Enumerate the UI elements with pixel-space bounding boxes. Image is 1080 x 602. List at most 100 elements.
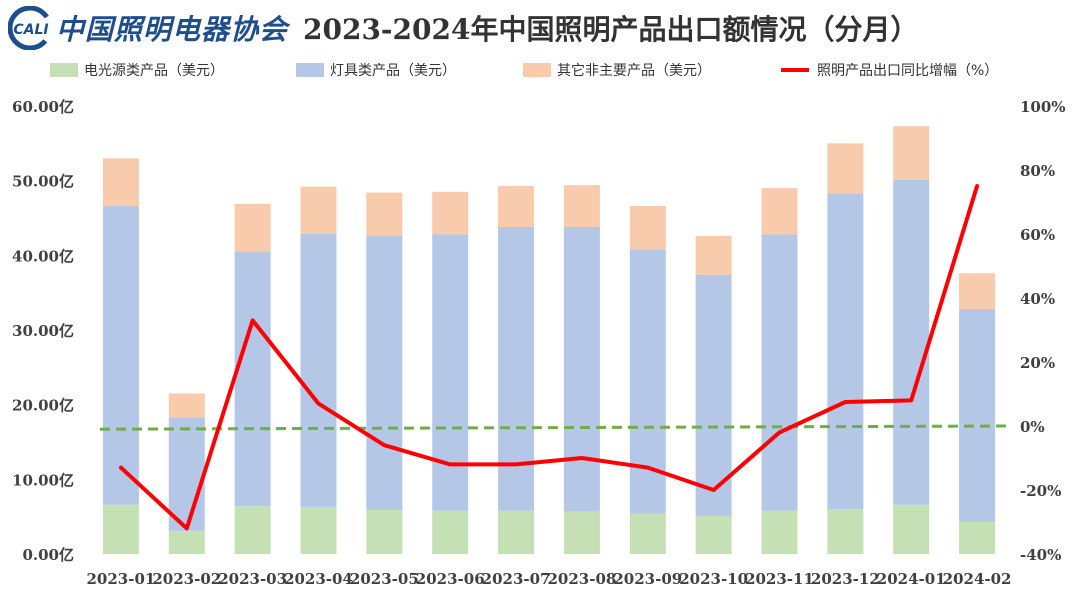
bar-other — [695, 235, 732, 275]
left-axis-tick-label: 10.00亿 — [12, 471, 74, 489]
growth-rate-point — [712, 488, 716, 492]
bar-lamps — [234, 251, 271, 507]
cali-logo-icon: CALI — [8, 6, 52, 50]
left-y-axis: 0.00亿 10.00亿 20.00亿 30.00亿 40.00亿 50.00亿 60.00… — [12, 98, 74, 564]
bar-lamps — [102, 206, 139, 505]
bar-light-source — [563, 511, 600, 554]
legend-label-other: 其它非主要产品（美元） — [557, 63, 711, 79]
legend-label-light-source: 电光源类产品（美元） — [84, 63, 224, 79]
chart-legend: 电光源类产品（美元） 灯具类产品（美元） 其它非主要产品（美元） 照明产品出口同… — [0, 58, 1080, 84]
bar-light-source — [102, 504, 139, 554]
right-axis-tick-label: 40% — [1020, 290, 1055, 308]
right-axis-tick-label: 100% — [1020, 98, 1066, 116]
bar-other — [300, 186, 337, 234]
x-axis-tick-label: 2023-09 — [613, 570, 682, 588]
left-axis-tick-label: 20.00亿 — [12, 397, 74, 415]
x-axis-tick-label: 2023-04 — [284, 570, 353, 588]
bar-other — [102, 158, 139, 207]
bar-light-source — [959, 521, 996, 554]
bar-light-source — [432, 510, 469, 554]
x-axis-tick-label: 2023-01 — [86, 570, 155, 588]
bar-light-source — [234, 506, 271, 554]
legend-swatch-growth — [781, 68, 809, 72]
bar-other — [498, 185, 535, 227]
bar-lamps — [168, 417, 205, 531]
growth-rate-point — [975, 184, 979, 188]
x-axis-tick-label: 2023-11 — [745, 570, 814, 588]
stacked-bar-line-chart: 0.00亿 10.00亿 20.00亿 30.00亿 40.00亿 50.00亿 60.00… — [12, 98, 1066, 588]
bar-light-source — [498, 510, 535, 554]
bar-light-source — [168, 530, 205, 554]
chart-title: 2023-2024年中国照明产品出口额情况（分月） — [303, 13, 919, 46]
bar-light-source — [893, 504, 930, 554]
x-axis-tick-label: 2024-01 — [877, 570, 946, 588]
x-axis-tick-label: 2024-02 — [943, 570, 1012, 588]
x-axis-tick-label: 2023-08 — [547, 570, 616, 588]
growth-rate-line — [118, 184, 980, 531]
x-axis: 2023-012023-022023-032023-042023-052023-… — [86, 570, 1011, 588]
bar-other — [234, 203, 271, 252]
legend-item-growth: 照明产品出口同比增幅（%） — [781, 60, 998, 80]
growth-rate-point — [646, 466, 650, 470]
bar-lamps — [959, 309, 996, 522]
growth-rate-point — [185, 526, 189, 530]
growth-rate-point — [448, 462, 452, 466]
growth-rate-point — [778, 430, 781, 434]
x-axis-tick-label: 2023-06 — [416, 570, 485, 588]
growth-rate-point — [119, 466, 123, 470]
legend-item-other: 其它非主要产品（美元） — [523, 60, 711, 80]
x-axis-tick-label: 2023-12 — [811, 570, 880, 588]
bar-other — [629, 206, 666, 250]
left-axis-tick-label: 30.00亿 — [12, 322, 74, 340]
growth-rate-point — [382, 443, 386, 447]
right-axis-tick-label: 0% — [1020, 418, 1045, 436]
bar-lamps — [695, 274, 732, 516]
bar-lamps — [432, 234, 469, 511]
right-y-axis: -40% -20% 0% 20% 40% 60% 80% 100% — [1020, 98, 1066, 564]
right-axis-tick-label: 60% — [1020, 226, 1055, 244]
bar-other — [366, 192, 403, 236]
left-axis-tick-label: 40.00亿 — [12, 247, 74, 265]
bar-other — [432, 191, 469, 235]
bar-lamps — [893, 179, 930, 505]
bar-lamps — [366, 235, 403, 510]
bar-lamps — [300, 233, 337, 507]
bar-other — [959, 273, 996, 310]
legend-label-lamps: 灯具类产品（美元） — [330, 63, 456, 79]
bar-other — [893, 126, 930, 180]
bar-lamps — [827, 193, 864, 510]
x-axis-tick-label: 2023-10 — [679, 570, 748, 588]
bar-series-group — [102, 126, 996, 554]
bar-light-source — [761, 510, 798, 554]
bar-light-source — [366, 509, 403, 554]
bar-lamps — [629, 249, 666, 514]
right-axis-tick-label: -20% — [1020, 482, 1061, 500]
bar-lamps — [563, 226, 600, 512]
logo-text: CALI — [13, 22, 48, 38]
bar-light-source — [827, 509, 864, 554]
x-axis-tick-label: 2023-07 — [482, 570, 551, 588]
bar-lamps — [761, 234, 798, 511]
right-axis-tick-label: 80% — [1020, 162, 1055, 180]
bar-light-source — [695, 515, 732, 554]
bar-lamps — [498, 226, 535, 511]
left-axis-tick-label: 60.00亿 — [12, 98, 74, 116]
bar-light-source — [629, 513, 666, 554]
growth-line-group — [118, 184, 980, 531]
bar-other — [563, 185, 600, 227]
zero-reference-line — [99, 424, 1009, 431]
growth-rate-point — [843, 400, 847, 404]
left-axis-tick-label: 50.00亿 — [12, 173, 74, 191]
growth-rate-point — [251, 318, 255, 322]
bar-other — [761, 188, 798, 235]
legend-swatch-other — [523, 63, 551, 77]
legend-swatch-lamps — [296, 63, 324, 77]
zero-reference-line-group — [99, 424, 1009, 431]
x-axis-tick-label: 2023-03 — [218, 570, 287, 588]
growth-rate-point — [317, 402, 320, 406]
chart-header: CALI 中国照明电器协会 2023-2024年中国照明产品出口额情况（分月） — [0, 0, 1080, 52]
legend-item-light-source: 电光源类产品（美元） — [50, 60, 224, 80]
growth-rate-point — [580, 456, 584, 460]
legend-label-growth: 照明产品出口同比增幅（%） — [817, 63, 999, 79]
bar-other — [827, 143, 864, 194]
